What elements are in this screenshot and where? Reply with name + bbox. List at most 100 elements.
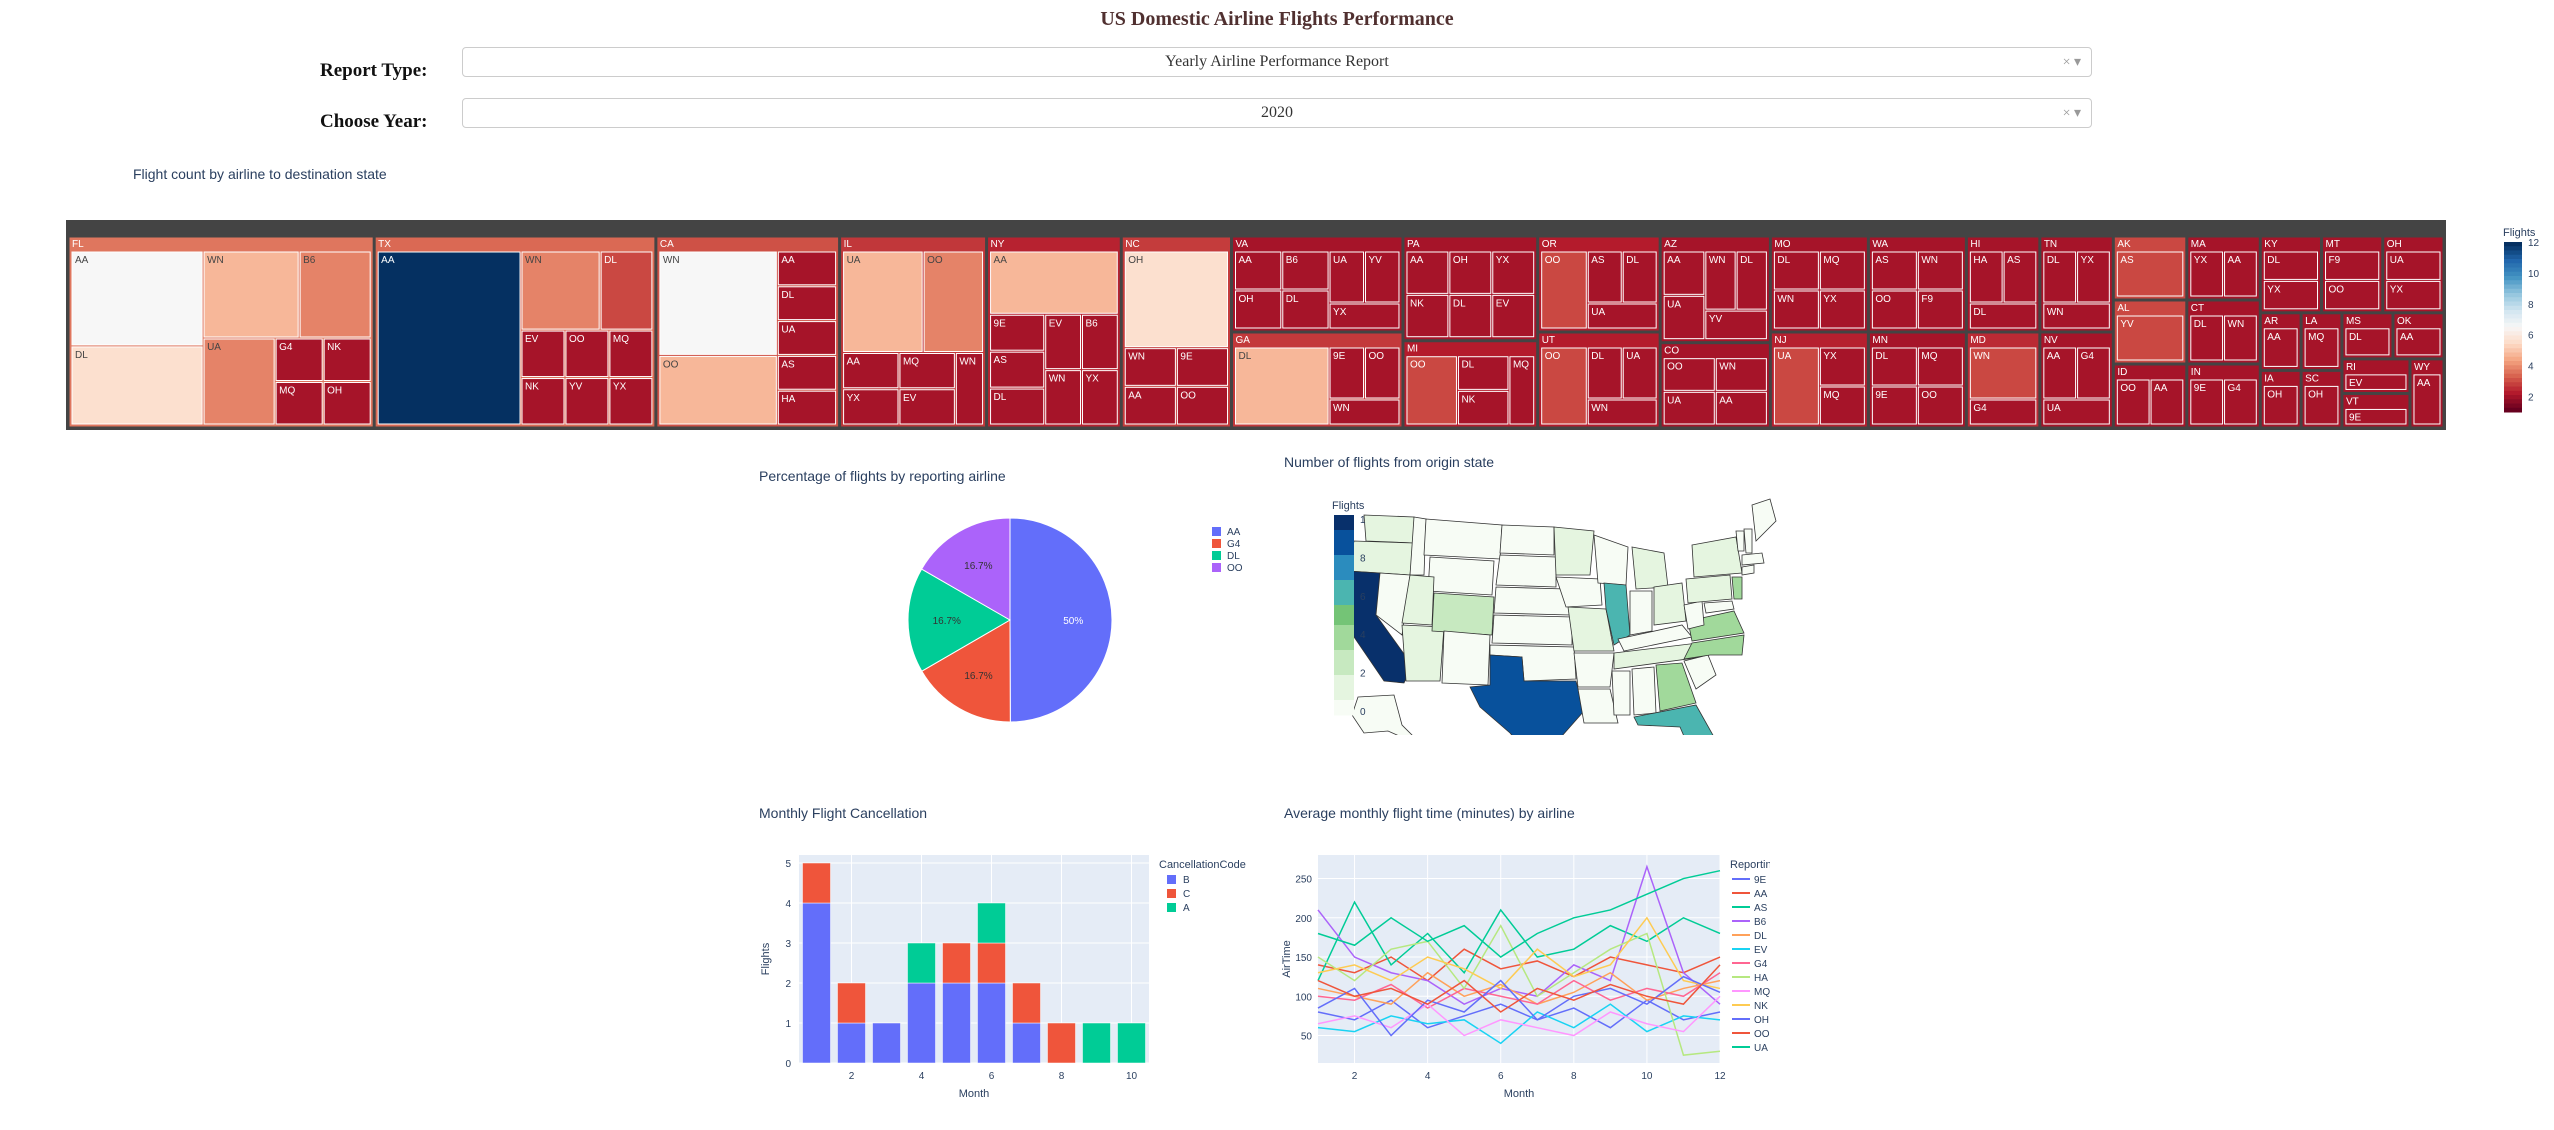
treemap-title: Flight count by airline to destination s…: [133, 166, 387, 182]
map-colorbar-segment: [1334, 565, 1354, 571]
map-colorbar-segment: [1334, 695, 1354, 701]
report-type-dropdown[interactable]: Yearly Airline Performance Report × ▾: [462, 47, 2092, 77]
treemap-airline-label: OH: [2267, 389, 2282, 400]
bar-legend-swatch: [1167, 875, 1176, 884]
treemap-state-label: AL: [2117, 303, 2130, 314]
treemap-airline-tile: [275, 382, 323, 425]
bar-segment: [1047, 1022, 1076, 1064]
clear-icon[interactable]: ×: [2062, 55, 2071, 70]
map-colorbar-segment: [1334, 660, 1354, 666]
treemap-airline-tile: [843, 353, 899, 389]
treemap-airline-tile: [2386, 251, 2441, 280]
map-colorbar-segment: [1334, 650, 1354, 656]
treemap-state-label: MI: [1407, 344, 1418, 355]
year-dropdown[interactable]: 2020 × ▾: [462, 98, 2092, 128]
map-state: [1629, 590, 1653, 636]
treemap-airline-label: UA: [1777, 351, 1791, 362]
colorbar-segment: [2504, 242, 2522, 247]
treemap-airline-tile: [2386, 280, 2441, 310]
bar-segment: [977, 982, 1006, 1064]
treemap-state-label: NV: [2044, 335, 2058, 346]
treemap-airline-tile: [1045, 370, 1082, 425]
treemap-state-label: ID: [2117, 367, 2127, 378]
treemap-airline-tile: [1449, 294, 1492, 338]
bar-y-tick-label: 0: [785, 1059, 791, 1070]
line-x-tick-label: 4: [1425, 1071, 1431, 1082]
treemap-airline-label: WN: [207, 255, 224, 266]
treemap-airline-tile: [609, 378, 653, 425]
colorbar-segment: [2504, 254, 2522, 260]
pie-legend-swatch: [1212, 539, 1221, 548]
treemap-airline-label: NK: [525, 382, 539, 393]
treemap-airline-label: EV: [1049, 318, 1063, 329]
treemap-airline-label: 9E: [2194, 383, 2207, 394]
colorbar-segment: [2504, 395, 2522, 400]
treemap-airline-label: OO: [927, 255, 943, 266]
bar-chart[interactable]: 0 1 2 3 4 5 2 4 6 8 10 Month Flights CancellationCode…: [755, 850, 1275, 1120]
treemap-airline-tile: [1819, 290, 1865, 329]
treemap-airline-label: AA: [1128, 390, 1142, 401]
treemap-state-label: TX: [378, 239, 391, 250]
map-colorbar-segment: [1334, 580, 1354, 586]
year-value: 2020: [1261, 104, 1293, 121]
colorbar-segment: [2504, 310, 2522, 315]
treemap-airline-tile: [1235, 290, 1282, 329]
colorbar-segment: [2504, 280, 2522, 285]
map-colorbar-segment: [1334, 540, 1354, 546]
treemap-state-label: AZ: [1664, 239, 1677, 250]
choropleth-map[interactable]: Flights 1 8 6 4 2 0: [1284, 475, 1784, 735]
map-state: [1655, 662, 1697, 712]
pie-slice-label: 50%: [1063, 616, 1083, 627]
treemap-state-label: RI: [2346, 362, 2356, 373]
bar-y-axis-label: Flights: [760, 942, 772, 975]
colorbar-segment: [2504, 271, 2522, 277]
treemap-state-label: OH: [2387, 239, 2402, 250]
treemap-airline-tile: [1406, 294, 1449, 338]
map-colorbar-segment: [1334, 530, 1354, 536]
treemap-state-label: VT: [2346, 396, 2359, 407]
treemap-airline-label: G4: [279, 342, 293, 353]
treemap-airline-label: AA: [2154, 383, 2168, 394]
treemap-airline-tile: [1282, 251, 1329, 290]
treemap-airline-tile: [1819, 386, 1865, 425]
pie-slice-label: 16.7%: [964, 671, 992, 682]
line-chart[interactable]: 50 100 150 200 250 2 4 6 8 10 12 Month AirTime Report…: [1270, 850, 1770, 1120]
map-state: [1691, 536, 1743, 578]
chevron-down-icon[interactable]: ▾: [2073, 106, 2081, 121]
map-state: [1741, 552, 1765, 566]
treemap-airline-label: DL: [994, 392, 1007, 403]
treemap-airline-tile: [2190, 251, 2224, 297]
clear-icon[interactable]: ×: [2062, 106, 2071, 121]
colorbar-segment: [2504, 390, 2522, 396]
treemap-chart[interactable]: FL AA DL WN B6 UA G4 MQ NK OH TX AA WN DL EV NK OO MQ YV YX…: [0, 210, 2554, 440]
treemap-airline-tile: [2345, 328, 2390, 356]
treemap-airline-tile: [2263, 385, 2298, 425]
treemap-airline-tile: [1587, 399, 1657, 425]
treemap-airline-tile: [843, 251, 923, 352]
map-state: [1363, 514, 1415, 544]
treemap-airline-label: DL: [2267, 255, 2280, 266]
treemap-airline-label: AA: [847, 357, 861, 368]
line-legend-title: Reporting_Airl: [1730, 859, 1770, 871]
treemap-airline-label: MQ: [1823, 390, 1839, 401]
map-colorbar-segment: [1334, 575, 1354, 581]
map-title: Number of flights from origin state: [1284, 454, 1495, 470]
map-state: [1593, 534, 1629, 586]
treemap-airline-tile: [923, 251, 984, 352]
treemap-airline-tile: [521, 251, 600, 330]
pie-legend-label: DL: [1227, 551, 1240, 562]
bar-x-tick-label: 4: [919, 1071, 925, 1082]
colorbar-segment: [2504, 318, 2522, 324]
colorbar-segment: [2504, 339, 2522, 345]
line-series: [1317, 869, 1721, 958]
line-y-tick-label: 50: [1301, 1032, 1313, 1043]
bar-y-tick-label: 5: [785, 859, 791, 870]
treemap-airline-tile: [1235, 347, 1329, 425]
treemap-airline-tile: [565, 378, 609, 425]
colorbar-segment: [2504, 344, 2522, 349]
colorbar-segment: [2504, 382, 2522, 387]
colorbar-segment: [2504, 267, 2522, 273]
chevron-down-icon[interactable]: ▾: [2073, 55, 2081, 70]
map-colorbar-segment: [1334, 680, 1354, 686]
